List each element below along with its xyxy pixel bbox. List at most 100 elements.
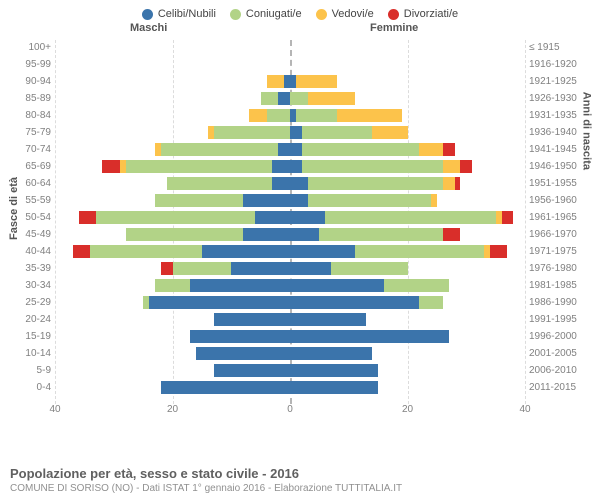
bar-female (290, 347, 372, 360)
bar-segment (190, 279, 290, 292)
bar-segment (355, 245, 484, 258)
chart-title: Popolazione per età, sesso e stato civil… (10, 466, 402, 481)
birth-label: 1971-1975 (529, 244, 597, 259)
bar-segment (384, 279, 449, 292)
bar-segment (214, 126, 290, 139)
age-label: 40-44 (3, 244, 51, 259)
bar-male (155, 279, 290, 292)
bar-female (290, 211, 513, 224)
bar-segment (455, 177, 461, 190)
bar-segment (308, 177, 443, 190)
age-row: 95-991916-1920 (55, 57, 525, 74)
x-tick: 20 (167, 404, 178, 415)
bar-segment (290, 262, 331, 275)
bar-segment (249, 109, 267, 122)
bar-segment (302, 160, 443, 173)
birth-label: 1926-1930 (529, 91, 597, 106)
footer: Popolazione per età, sesso e stato civil… (10, 466, 402, 494)
age-label: 90-94 (3, 74, 51, 89)
legend-swatch (316, 9, 327, 20)
legend-item: Celibi/Nubili (142, 8, 216, 20)
bar-female (290, 262, 408, 275)
birth-label: 2001-2005 (529, 346, 597, 361)
bar-segment (331, 262, 407, 275)
bar-segment (443, 177, 455, 190)
bar-segment (243, 194, 290, 207)
bar-male (126, 228, 291, 241)
grid-line (525, 40, 526, 404)
bar-segment (290, 245, 355, 258)
birth-label: 1981-1985 (529, 278, 597, 293)
birth-label: 1956-1960 (529, 193, 597, 208)
bar-female (290, 245, 507, 258)
bar-segment (290, 364, 378, 377)
bar-female (290, 194, 437, 207)
birth-label: 1951-1955 (529, 176, 597, 191)
bar-segment (296, 75, 337, 88)
birth-label: 2011-2015 (529, 380, 597, 395)
bar-female (290, 109, 402, 122)
header-females: Femmine (370, 22, 418, 34)
pyramid-chart: Celibi/Nubili Coniugati/e Vedovi/e Divorzia… (0, 0, 600, 500)
bar-segment (290, 211, 325, 224)
bar-female (290, 364, 378, 377)
bar-segment (167, 177, 273, 190)
age-row: 55-591956-1960 (55, 193, 525, 210)
birth-label: 1936-1940 (529, 125, 597, 140)
age-row: 60-641951-1955 (55, 176, 525, 193)
bar-segment (290, 143, 302, 156)
bar-female (290, 381, 378, 394)
legend-label: Vedovi/e (332, 8, 374, 20)
x-tick: 0 (287, 404, 293, 415)
bar-segment (155, 279, 190, 292)
bar-female (290, 126, 408, 139)
age-label: 15-19 (3, 329, 51, 344)
bar-segment (267, 75, 285, 88)
legend-label: Divorziati/e (404, 8, 458, 20)
legend-label: Coniugati/e (246, 8, 302, 20)
age-label: 65-69 (3, 159, 51, 174)
bar-segment (290, 296, 419, 309)
header-males: Maschi (130, 22, 167, 34)
bar-segment (419, 143, 443, 156)
legend-swatch (142, 9, 153, 20)
bar-segment (267, 109, 291, 122)
bar-segment (290, 381, 378, 394)
bar-segment (214, 313, 290, 326)
bar-segment (443, 160, 461, 173)
bar-segment (290, 126, 302, 139)
age-label: 0-4 (3, 380, 51, 395)
bar-segment (155, 194, 243, 207)
age-row: 30-341981-1985 (55, 278, 525, 295)
bar-segment (278, 143, 290, 156)
bar-segment (243, 228, 290, 241)
bar-male (196, 347, 290, 360)
bar-segment (190, 330, 290, 343)
bar-segment (231, 262, 290, 275)
bar-segment (290, 347, 372, 360)
bar-segment (278, 92, 290, 105)
bar-segment (308, 194, 431, 207)
birth-label: 1986-1990 (529, 295, 597, 310)
bar-segment (337, 109, 402, 122)
age-row: 70-741941-1945 (55, 142, 525, 159)
x-axis: 402002040 (55, 404, 525, 424)
age-label: 10-14 (3, 346, 51, 361)
bar-segment (296, 109, 337, 122)
bar-male (190, 330, 290, 343)
age-row: 90-941921-1925 (55, 74, 525, 91)
age-row: 15-191996-2000 (55, 329, 525, 346)
bar-segment (302, 126, 373, 139)
bar-segment (202, 245, 290, 258)
birth-label: 1966-1970 (529, 227, 597, 242)
bar-segment (261, 92, 279, 105)
age-row: 35-391976-1980 (55, 261, 525, 278)
bar-female (290, 143, 455, 156)
bar-segment (272, 160, 290, 173)
bar-segment (161, 381, 290, 394)
bar-female (290, 279, 449, 292)
bar-segment (161, 143, 279, 156)
birth-label: 1946-1950 (529, 159, 597, 174)
age-row: 50-541961-1965 (55, 210, 525, 227)
age-label: 25-29 (3, 295, 51, 310)
